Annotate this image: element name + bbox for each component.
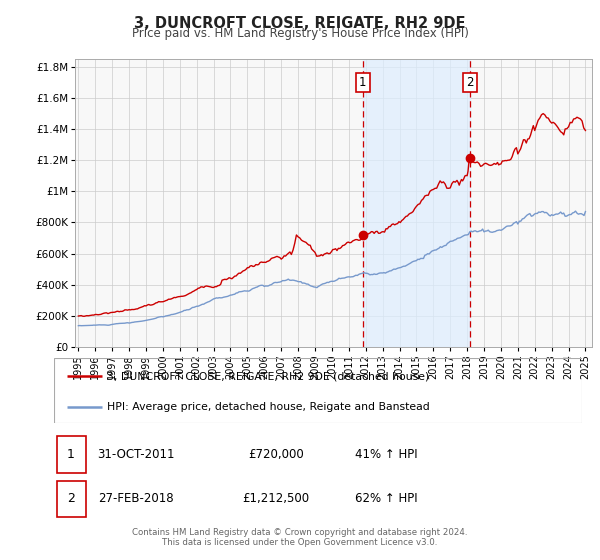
Text: HPI: Average price, detached house, Reigate and Banstead: HPI: Average price, detached house, Reig…: [107, 402, 430, 412]
Text: 2: 2: [67, 492, 75, 506]
Text: £720,000: £720,000: [248, 448, 304, 461]
Bar: [363, 59, 470, 347]
Text: Price paid vs. HM Land Registry's House Price Index (HPI): Price paid vs. HM Land Registry's House …: [131, 27, 469, 40]
Text: 27-FEB-2018: 27-FEB-2018: [98, 492, 173, 506]
Text: 2: 2: [466, 76, 473, 88]
Text: 1: 1: [67, 448, 75, 461]
Text: This data is licensed under the Open Government Licence v3.0.: This data is licensed under the Open Gov…: [163, 538, 437, 547]
Text: Contains HM Land Registry data © Crown copyright and database right 2024.: Contains HM Land Registry data © Crown c…: [132, 528, 468, 536]
Text: £1,212,500: £1,212,500: [242, 492, 310, 506]
Text: 3, DUNCROFT CLOSE, REIGATE, RH2 9DE: 3, DUNCROFT CLOSE, REIGATE, RH2 9DE: [134, 16, 466, 31]
Text: 31-OCT-2011: 31-OCT-2011: [97, 448, 175, 461]
Text: 3, DUNCROFT CLOSE, REIGATE, RH2 9DE (detached house): 3, DUNCROFT CLOSE, REIGATE, RH2 9DE (det…: [107, 371, 429, 381]
Text: 41% ↑ HPI: 41% ↑ HPI: [355, 448, 418, 461]
Text: 62% ↑ HPI: 62% ↑ HPI: [355, 492, 418, 506]
Text: 1: 1: [359, 76, 367, 88]
